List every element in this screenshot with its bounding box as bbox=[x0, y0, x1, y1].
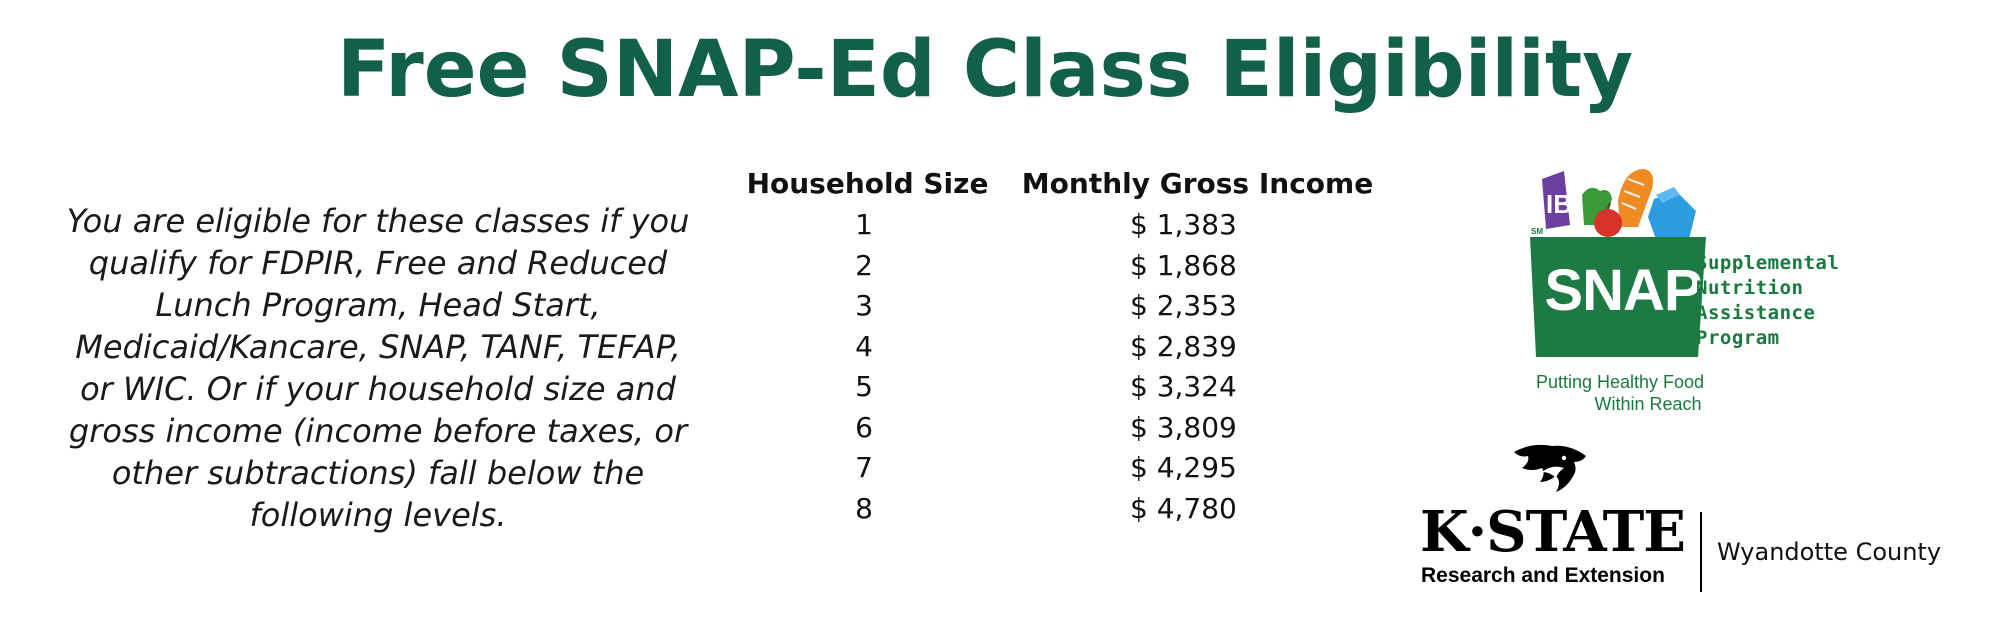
household-size-cell: 2 bbox=[855, 248, 873, 282]
household-size-cell: 3 bbox=[855, 289, 873, 322]
snap-tagline-line: Putting Healthy Food bbox=[1535, 372, 1705, 392]
logo-divider bbox=[1700, 512, 1702, 592]
income-eligibility-table: Household Size Monthly Gross Income 1 $ … bbox=[745, 163, 1385, 529]
kstate-wordmark: K·STATE bbox=[1420, 499, 1686, 565]
service-mark: SM bbox=[1531, 227, 1543, 236]
income-cell: $ 2,839 bbox=[1130, 329, 1237, 363]
snap-logo: IB SM SNAP Supplemental Nutrition Assist… bbox=[1520, 165, 1860, 415]
table-row: 8 $ 4,780 bbox=[745, 489, 1385, 530]
income-cell: $ 4,780 bbox=[1130, 491, 1237, 525]
kstate-subtitle: Research and Extension bbox=[1421, 564, 1665, 587]
snap-program-line: Nutrition bbox=[1696, 277, 1804, 299]
grocery-bag-icon: IB bbox=[1530, 169, 1706, 357]
kstate-logo: K·STATE Research and Extension Wyandotte… bbox=[1420, 442, 1942, 592]
income-cell: $ 3,324 bbox=[1130, 370, 1237, 403]
table-header: Household Size Monthly Gross Income bbox=[745, 163, 1385, 205]
wildcat-icon bbox=[1514, 444, 1586, 492]
table-row: 5 $ 3,324 bbox=[745, 367, 1385, 408]
household-size-cell: 5 bbox=[855, 370, 873, 403]
income-cell: $ 2,353 bbox=[1130, 289, 1237, 322]
snap-wordmark: SNAP bbox=[1544, 258, 1702, 323]
table-row: 3 $ 2,353 bbox=[745, 286, 1385, 327]
monthly-gross-income-header: Monthly Gross Income bbox=[1021, 167, 1374, 200]
table-row: 1 $ 1,383 bbox=[745, 205, 1385, 246]
income-cell: $ 3,809 bbox=[1130, 410, 1237, 444]
household-size-cell: 8 bbox=[855, 491, 873, 525]
snap-tagline-line: Within Reach bbox=[1594, 394, 1702, 414]
household-size-header: Household Size bbox=[746, 167, 989, 200]
table-row: 6 $ 3,809 bbox=[745, 408, 1385, 449]
county-name: Wyandotte County bbox=[1717, 538, 1942, 566]
household-size-cell: 1 bbox=[855, 208, 873, 241]
household-size-cell: 7 bbox=[855, 451, 873, 484]
table-row: 4 $ 2,839 bbox=[745, 327, 1385, 368]
income-cell: $ 4,295 bbox=[1130, 451, 1237, 484]
household-size-cell: 6 bbox=[855, 410, 873, 444]
snap-tagline: Putting Healthy Food Within Reach bbox=[1520, 371, 1720, 415]
page-title: Free SNAP-Ed Class Eligibility bbox=[336, 25, 1634, 115]
snap-program-line: Program bbox=[1696, 327, 1780, 349]
income-cell: $ 1,868 bbox=[1130, 248, 1237, 282]
income-cell: $ 1,383 bbox=[1130, 208, 1237, 241]
table-row: 2 $ 1,868 bbox=[745, 246, 1385, 287]
table-row: 7 $ 4,295 bbox=[745, 448, 1385, 489]
household-size-cell: 4 bbox=[855, 329, 873, 363]
snap-program-line: Assistance bbox=[1696, 302, 1816, 324]
eligibility-description: You are eligible for these classes if yo… bbox=[66, 202, 690, 534]
snap-program-name: Supplemental Nutrition Assistance Progra… bbox=[1696, 251, 1839, 351]
snap-program-line: Supplemental bbox=[1696, 252, 1840, 274]
svg-text:IB: IB bbox=[1546, 189, 1572, 219]
